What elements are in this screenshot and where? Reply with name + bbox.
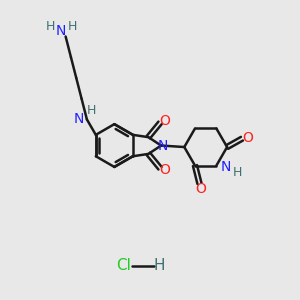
- Text: O: O: [160, 114, 171, 128]
- Text: H: H: [68, 20, 77, 34]
- Text: O: O: [160, 163, 171, 177]
- Text: H: H: [46, 20, 55, 34]
- Text: H: H: [86, 104, 96, 117]
- Text: N: N: [56, 23, 66, 38]
- Text: O: O: [196, 182, 206, 196]
- Text: O: O: [242, 131, 253, 145]
- Text: N: N: [74, 112, 84, 126]
- Text: N: N: [221, 160, 231, 174]
- Text: H: H: [153, 258, 165, 273]
- Text: N: N: [158, 139, 168, 152]
- Text: Cl: Cl: [116, 258, 131, 273]
- Text: H: H: [233, 166, 242, 178]
